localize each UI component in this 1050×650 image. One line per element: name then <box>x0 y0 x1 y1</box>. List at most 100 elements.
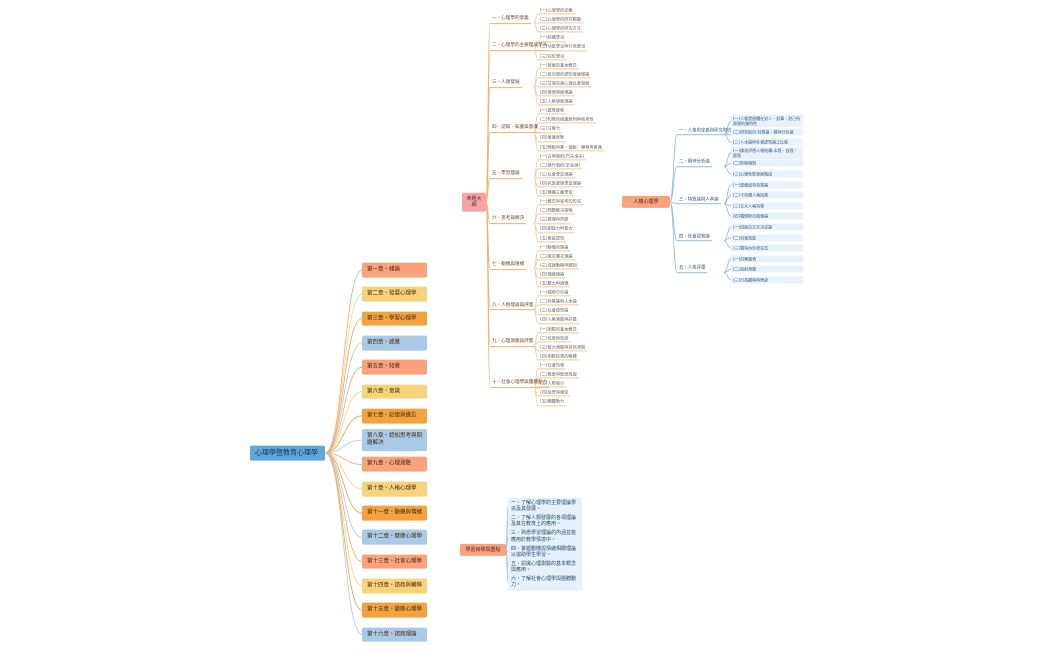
chapter-node: 第六章、意識 <box>362 384 427 399</box>
section-node: 二、心理學的主要理論學派 <box>490 44 550 52</box>
item-node: (二)問題解決策略 <box>538 208 575 215</box>
item-node: (四)測驗結果的解釋 <box>538 353 579 361</box>
connector <box>324 452 363 538</box>
pitem-node: (三)羅特內外控信念 <box>731 244 803 252</box>
connector <box>723 226 732 241</box>
item-node: (四)人格測驗與評量 <box>538 317 579 325</box>
item-node: (四)從眾與服從 <box>538 390 571 397</box>
connector <box>723 184 732 204</box>
chapter-node: 第八章、認知思考與問題解決 <box>362 429 427 451</box>
goal-node: 五、認識心理測驗的基本概念與應用。 <box>508 558 582 576</box>
chapter-node: 第十章、人格心理學 <box>362 481 427 497</box>
connector <box>723 203 732 217</box>
item-node: (五)人格發展理論 <box>538 98 575 106</box>
goal-node: 一、了解心理學的主要理論學派及其發展。 <box>508 497 582 515</box>
item-node: (一)社會知覺 <box>538 362 567 370</box>
connector <box>324 318 363 454</box>
pitem-node: (一)佛洛伊德人格結構:本我、自我、超我 <box>731 146 803 159</box>
psec-node: 三、特質論與人本論 <box>677 197 721 205</box>
connector <box>723 163 732 167</box>
item-node: (一)動機的理論 <box>538 244 571 252</box>
connector <box>533 268 539 288</box>
item-node: (二)特質論與人本論 <box>538 299 579 306</box>
item-node: (一)感覺歷程 <box>538 107 567 115</box>
item-node: (五)後設認知 <box>538 235 567 243</box>
item-node: (二)操作制約(史金納) <box>538 162 583 170</box>
connector <box>324 342 363 454</box>
connector <box>669 201 678 273</box>
section-node: 四、認知、知覺與意識 <box>490 125 540 134</box>
psec-node: 四、社會認知論 <box>677 234 712 242</box>
section-node: 七、動機與情緒 <box>490 262 527 270</box>
item-node: (一)概念與思考的形成 <box>538 198 583 206</box>
pitem-node: (二)研究取向:特質論、精神分析論 <box>731 128 803 136</box>
section-node: 五、學習理論 <box>490 171 522 179</box>
chapter-node: 第十五章、變態心理學 <box>362 602 427 618</box>
hub-node: 學習目標與重點 <box>460 543 506 557</box>
item-node: (一)發展的基本概念 <box>538 62 579 70</box>
connector <box>669 201 678 204</box>
item-node: (四)意識狀態 <box>538 135 567 143</box>
connector <box>533 177 539 197</box>
hub-node: 命題大綱 <box>462 192 486 212</box>
connector <box>324 439 363 454</box>
item-node: (三)人際吸引 <box>538 380 567 388</box>
item-node: (二)知覺的組織原則與恆常性 <box>538 117 596 124</box>
item-node: (三)成就動機與歸因 <box>538 262 579 270</box>
chapter-node: 第五章、知覺 <box>362 359 427 375</box>
item-node: (三)社會認知論 <box>538 308 571 315</box>
item-node: (五)團體動力 <box>538 399 567 406</box>
connector <box>324 366 363 454</box>
connector <box>723 272 732 281</box>
section-node: 十、社會心理學與團體動力 <box>490 380 550 388</box>
item-node: (四)創造力與智力 <box>538 226 575 234</box>
connector <box>723 166 732 175</box>
item-node: (三)心理學的研究方法 <box>538 26 583 33</box>
pitem-node: (一)班度拉交互決定論 <box>731 223 803 231</box>
connector <box>723 269 732 273</box>
item-node: (一)古典制約(巴夫洛夫) <box>538 153 587 161</box>
chapter-node: 第三章、學習心理學 <box>362 311 427 327</box>
chapter-node: 第十六章、諮商理論 <box>362 627 427 642</box>
item-node: (五)壓力與調適 <box>538 280 571 288</box>
chapter-node: 第十四章、諮商與輔導 <box>362 578 427 594</box>
section-node: 三、人類發展 <box>490 80 522 88</box>
connector <box>485 131 491 203</box>
connector <box>505 549 509 583</box>
item-node: (三)智力測驗與其他測驗 <box>538 344 588 352</box>
connector <box>723 258 732 273</box>
item-node: (五)建構主義學習 <box>538 189 575 197</box>
item-node: (三)注意力 <box>538 126 563 133</box>
item-node: (三)艾瑞克森心理社會發展 <box>538 80 592 88</box>
section-node: 六、思考與解決 <box>490 216 527 225</box>
item-node: (二)功能學派與行為學派 <box>538 44 588 52</box>
chapter-node: 第十二章、健康心理學 <box>362 529 427 545</box>
hub-node: 人格心理學 <box>622 195 670 209</box>
item-node: (四)道德發展理論 <box>538 89 575 97</box>
connector <box>485 177 491 203</box>
chapter-node: 第七章、記憶與遺忘 <box>362 408 427 424</box>
pitem-node: (一)自陳量表 <box>731 255 803 263</box>
item-node: (一)測驗的基本概念 <box>538 326 579 334</box>
connector <box>723 240 732 249</box>
item-node: (一)心理學的定義 <box>538 7 575 15</box>
connector <box>723 134 732 143</box>
item-node: (二)皮亞傑的認知發展理論 <box>538 71 592 79</box>
item-node: (一)結構學派 <box>538 35 567 42</box>
connector <box>324 269 363 454</box>
connector <box>533 86 539 106</box>
goal-node: 四、掌握動機與情緒相關理論以協助學生學習。 <box>508 543 582 560</box>
chapter-node: 第四章、感覺 <box>362 335 427 351</box>
pitem-node: (四)羅傑斯自我理論 <box>731 212 803 220</box>
psec-node: 五、人格評量 <box>677 266 708 274</box>
item-node: (二)需求層次理論 <box>538 253 575 261</box>
pitem-node: (一)奧爾波特特質論 <box>731 181 803 189</box>
pitem-node: (三)行為觀察與晤談 <box>731 276 803 284</box>
item-node: (五)睡眠與夢、催眠、藥物與意識 <box>538 144 604 152</box>
connector <box>324 415 363 454</box>
connector <box>324 452 363 635</box>
connector <box>324 452 363 611</box>
section-node: 九、心理測驗與評量 <box>490 339 536 348</box>
psec-node: 二、精神分析論 <box>677 160 712 168</box>
section-node: 一、心理學的意義 <box>490 16 531 24</box>
